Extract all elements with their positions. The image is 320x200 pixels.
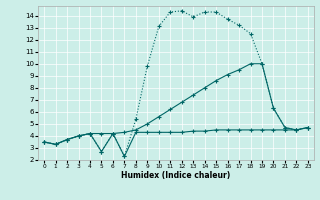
X-axis label: Humidex (Indice chaleur): Humidex (Indice chaleur) [121, 171, 231, 180]
